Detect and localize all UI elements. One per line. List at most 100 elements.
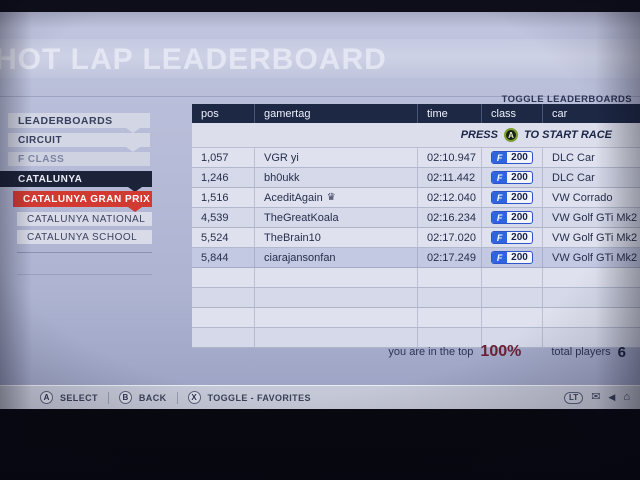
cell-time: 02:12.040 bbox=[418, 188, 482, 207]
cell-class: F 200 bbox=[482, 168, 543, 187]
leaderboard-table: pos gamertag time class car PRESS A TO S… bbox=[192, 104, 640, 348]
x-button-icon: X bbox=[187, 391, 201, 404]
class-letter: F bbox=[492, 252, 508, 263]
lt-button-icon: LT bbox=[564, 391, 584, 404]
press-hint-post: TO START RACE bbox=[523, 129, 612, 141]
cell-pos: 5,524 bbox=[192, 228, 255, 247]
sidebar-item-circuit[interactable]: CIRCUIT bbox=[8, 133, 150, 152]
page-title: HOT LAP LEADERBOARD bbox=[0, 43, 387, 76]
table-row-current-player[interactable]: 5,844 ciarajansonfan 02:17.249 F 200 VW … bbox=[192, 248, 640, 268]
cell-class: F 200 bbox=[482, 248, 543, 267]
cell-car: VW Corrado bbox=[552, 191, 613, 204]
rank-summary: you are in the top 100% total players 6 bbox=[192, 340, 640, 364]
class-rating: 200 bbox=[511, 172, 528, 183]
column-header-time: time bbox=[418, 104, 482, 123]
cell-class: F 200 bbox=[482, 208, 543, 227]
table-row[interactable]: 1,057 VGR yi 02:10.947 F 200 DLC Car bbox=[192, 148, 640, 168]
class-badge: F 200 bbox=[491, 231, 533, 244]
class-badge: F 200 bbox=[491, 191, 533, 204]
table-row[interactable]: 5,524 TheBrain10 02:17.020 F 200 VW Golf… bbox=[192, 228, 640, 248]
cell-time: 02:17.249 bbox=[418, 248, 482, 267]
sidebar-item-label: CIRCUIT bbox=[18, 134, 63, 146]
sidebar-item-catalunya-school[interactable]: CATALUNYA SCHOOL bbox=[17, 230, 152, 244]
column-header-class: class bbox=[482, 104, 543, 123]
legend-label: SELECT bbox=[60, 392, 98, 403]
cell-car: VW Golf GTi Mk2 bbox=[552, 251, 638, 264]
legend-label: BACK bbox=[138, 392, 167, 403]
class-rating: 200 bbox=[511, 252, 528, 263]
cell-gamertag: TheBrain10 bbox=[255, 228, 418, 247]
class-badge: F 200 bbox=[491, 211, 533, 224]
class-rating: 200 bbox=[511, 152, 528, 163]
legend-divider bbox=[176, 391, 178, 404]
legend-back: B BACK bbox=[118, 391, 167, 404]
cell-gamertag: ciarajansonfan bbox=[255, 248, 418, 267]
table-row[interactable]: 1,246 bh0ukk 02:11.442 F 200 DLC Car bbox=[192, 168, 640, 188]
cell-car: DLC Car bbox=[552, 151, 595, 164]
cell-pos: 1,246 bbox=[192, 168, 255, 187]
class-letter: F bbox=[492, 172, 508, 183]
speaker-icon: ◀ bbox=[608, 392, 616, 402]
cell-car: DLC Car bbox=[552, 171, 595, 184]
table-empty-row bbox=[192, 288, 640, 308]
legend-divider bbox=[107, 391, 109, 404]
column-header-gamertag: gamertag bbox=[255, 104, 418, 123]
cell-car: VW Golf GTi Mk2 bbox=[552, 211, 638, 224]
controller-legend-bar: A SELECT B BACK X TOGGLE - FAVORITES LT … bbox=[0, 385, 640, 409]
cell-gamertag: VGR yi bbox=[255, 148, 418, 167]
class-rating: 200 bbox=[511, 212, 528, 223]
table-empty-row bbox=[192, 308, 640, 328]
class-badge: F 200 bbox=[491, 251, 533, 264]
sidebar-item-label: CATALUNYA SCHOOL bbox=[27, 231, 138, 243]
sidebar-item-label: CATALUNYA GRAN PRIX bbox=[23, 193, 151, 205]
class-letter: F bbox=[492, 212, 508, 223]
press-hint-pre: PRESS bbox=[460, 129, 498, 141]
legend-label: TOGGLE - FAVORITES bbox=[207, 392, 311, 403]
class-badge: F 200 bbox=[491, 171, 533, 184]
top-percent-label: you are in the top bbox=[388, 346, 474, 358]
table-row[interactable]: 4,539 TheGreatKoala 02:16.234 F 200 VW G… bbox=[192, 208, 640, 228]
cell-time: 02:10.947 bbox=[418, 148, 482, 167]
column-header-pos: pos bbox=[192, 104, 255, 123]
class-letter: F bbox=[492, 232, 508, 243]
a-button-icon: A bbox=[503, 128, 518, 142]
legend-select: A SELECT bbox=[40, 391, 98, 404]
header-banner: HOT LAP LEADERBOARD bbox=[0, 12, 640, 97]
cell-gamertag: bh0ukk bbox=[255, 168, 418, 187]
class-rating: 200 bbox=[511, 232, 528, 243]
column-header-car: car bbox=[552, 107, 568, 120]
cell-class: F 200 bbox=[482, 148, 543, 167]
footer-right-icons: LT ✉ ◀ ⌂ bbox=[564, 391, 630, 404]
a-button-icon: A bbox=[40, 391, 53, 404]
cell-time: 02:11.442 bbox=[418, 168, 482, 187]
sidebar-divider bbox=[17, 274, 152, 275]
sidebar-item-f-class[interactable]: F CLASS bbox=[8, 152, 150, 166]
sidebar-item-catalunya-national[interactable]: CATALUNYA NATIONAL bbox=[17, 212, 152, 226]
b-button-icon: B bbox=[118, 391, 132, 404]
total-players-label: total players bbox=[551, 346, 611, 358]
sidebar-item-label: F CLASS bbox=[18, 153, 65, 165]
table-body: 1,057 VGR yi 02:10.947 F 200 DLC Car 1,2… bbox=[192, 148, 640, 348]
gamertag-text: AceditAgain bbox=[264, 191, 323, 204]
press-to-start-hint: PRESS A TO START RACE bbox=[192, 123, 640, 148]
table-empty-row bbox=[192, 268, 640, 288]
sidebar-item-label: CATALUNYA NATIONAL bbox=[27, 213, 146, 225]
table-row[interactable]: 1,516 AceditAgain ♛ 02:12.040 F 200 VW C… bbox=[192, 188, 640, 208]
sidebar-item-label: LEADERBOARDS bbox=[18, 114, 113, 127]
crown-icon: ♛ bbox=[326, 192, 336, 203]
sidebar-item-leaderboards[interactable]: LEADERBOARDS bbox=[8, 113, 150, 133]
total-players-value: 6 bbox=[617, 343, 626, 361]
cell-pos: 1,057 bbox=[192, 148, 255, 167]
top-percent-value: 100% bbox=[480, 343, 522, 360]
home-icon: ⌂ bbox=[623, 391, 630, 403]
class-badge: F 200 bbox=[491, 151, 533, 164]
cell-class: F 200 bbox=[482, 188, 543, 207]
cell-pos: 1,516 bbox=[192, 188, 255, 207]
class-letter: F bbox=[492, 152, 508, 163]
sidebar-item-catalunya[interactable]: CATALUNYA bbox=[0, 171, 152, 192]
class-rating: 200 bbox=[511, 192, 528, 203]
sidebar-item-catalunya-gran-prix[interactable]: CATALUNYA GRAN PRIX bbox=[13, 191, 152, 212]
sidebar-divider bbox=[17, 252, 152, 253]
cell-car: VW Golf GTi Mk2 bbox=[552, 231, 638, 244]
